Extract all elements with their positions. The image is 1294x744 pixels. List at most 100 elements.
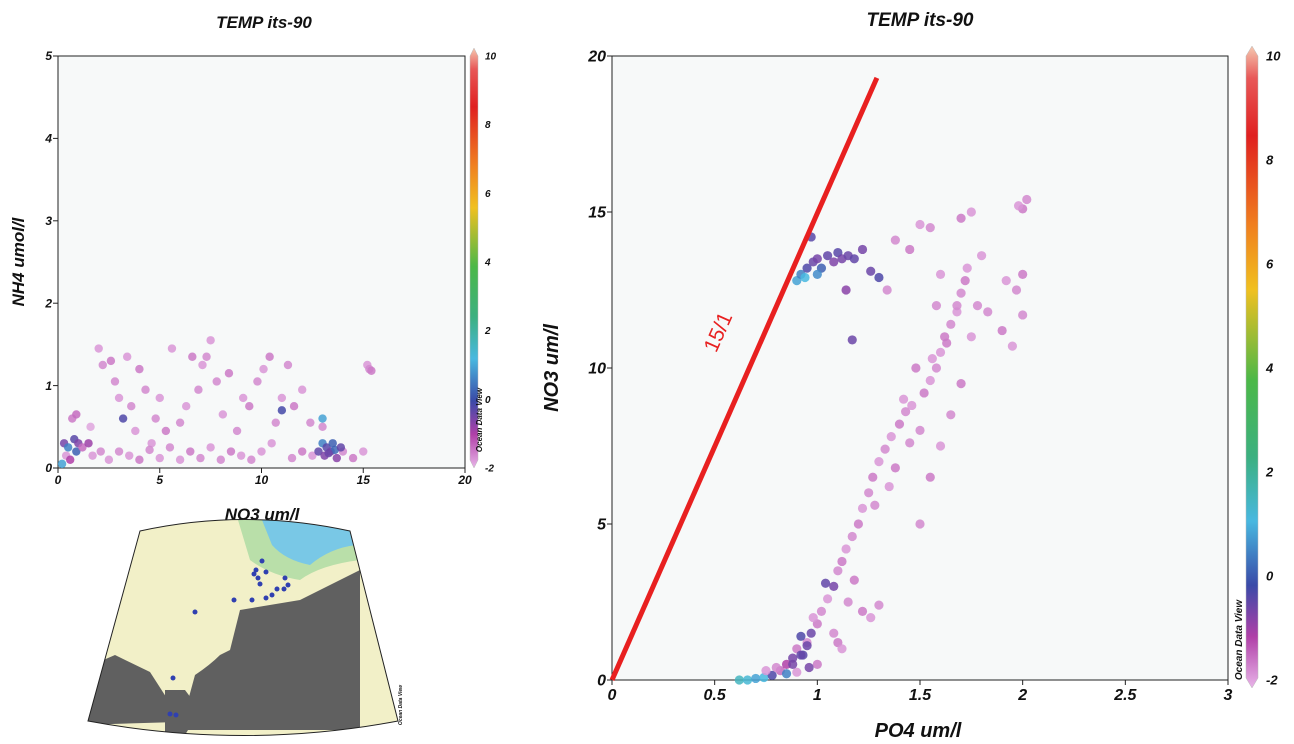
- station-marker: [231, 597, 237, 603]
- data-point: [808, 613, 818, 623]
- right-y-axis: 0 5 10 15 20: [587, 49, 612, 690]
- data-point: [110, 377, 120, 386]
- data-point: [78, 443, 87, 452]
- station-marker: [173, 712, 179, 718]
- x-tick-label: 1.5: [909, 687, 932, 704]
- data-point: [905, 244, 915, 255]
- data-point: [57, 459, 67, 469]
- data-point: [972, 301, 983, 311]
- data-point: [232, 426, 242, 436]
- data-point: [336, 443, 346, 452]
- data-point: [804, 662, 814, 673]
- x-tick-label: 0: [55, 473, 62, 487]
- x-tick-label: 20: [457, 473, 472, 487]
- data-point: [318, 414, 327, 423]
- data-point: [359, 447, 368, 456]
- data-point: [131, 426, 140, 436]
- data-point: [135, 455, 144, 464]
- data-point: [829, 628, 839, 638]
- data-point: [202, 352, 211, 361]
- y-tick-label: 0: [45, 461, 52, 475]
- data-point: [837, 556, 847, 567]
- colorbar-tick-label: 4: [1265, 361, 1274, 376]
- data-point: [857, 503, 868, 513]
- data-point: [155, 393, 164, 403]
- station-marker: [255, 575, 261, 581]
- data-point: [1007, 341, 1018, 351]
- data-point: [298, 385, 307, 394]
- data-point: [884, 481, 894, 492]
- data-point: [1018, 269, 1028, 279]
- data-point: [66, 455, 75, 464]
- data-point: [289, 402, 299, 411]
- map-land-south: [165, 690, 200, 735]
- station-marker: [249, 597, 255, 603]
- station-marker: [263, 595, 269, 601]
- data-point: [802, 263, 812, 273]
- colorbar-tick-label: 4: [484, 258, 491, 269]
- data-point: [165, 443, 175, 452]
- data-point: [734, 675, 744, 685]
- colorbar-tick-label: -2: [485, 464, 494, 475]
- data-point: [857, 244, 868, 255]
- data-point: [956, 379, 966, 389]
- data-point: [806, 628, 816, 638]
- data-point: [306, 418, 315, 427]
- y-tick-label: 15: [588, 205, 607, 222]
- data-point: [849, 254, 859, 264]
- data-point: [886, 432, 896, 442]
- data-point: [238, 393, 248, 403]
- data-point: [952, 301, 962, 311]
- data-point: [771, 662, 781, 673]
- colorbar-tick-label: 10: [1266, 49, 1281, 64]
- station-marker: [170, 675, 176, 681]
- data-point: [72, 447, 81, 456]
- data-point: [911, 363, 921, 373]
- data-point: [847, 531, 857, 542]
- data-point: [218, 410, 228, 419]
- data-point: [788, 659, 798, 670]
- station-marker: [269, 592, 275, 598]
- data-point: [212, 377, 221, 386]
- data-point: [960, 276, 970, 286]
- data-point: [942, 338, 952, 348]
- data-point: [931, 363, 942, 373]
- data-point: [86, 422, 95, 431]
- left-colorbar: [469, 47, 479, 469]
- data-point: [956, 288, 966, 298]
- y-tick-label: 20: [587, 49, 606, 66]
- data-point: [1018, 310, 1028, 320]
- data-point: [853, 519, 864, 529]
- data-point: [175, 418, 185, 427]
- right-scatter-plot: TEMP its-90 15/1 0 0.5 1 1.5 2 2.5 3 05101520 …: [541, 10, 1281, 742]
- data-point: [946, 319, 956, 329]
- data-point: [104, 455, 114, 464]
- data-point: [72, 410, 81, 419]
- data-point: [1013, 201, 1024, 211]
- data-point: [894, 419, 905, 429]
- data-point: [155, 453, 164, 463]
- data-point: [96, 447, 105, 456]
- data-point: [118, 414, 128, 423]
- right-y-axis-label: NO3 um/l: [541, 324, 563, 412]
- x-tick-label: 10: [255, 473, 269, 487]
- data-point: [935, 269, 946, 279]
- data-point: [874, 272, 884, 283]
- data-point: [874, 457, 884, 467]
- colorbar-tick-label: 8: [1266, 153, 1274, 168]
- y-tick-label: 1: [45, 379, 52, 393]
- map-land-southwest: [88, 655, 178, 725]
- data-point: [1022, 194, 1032, 205]
- data-point: [864, 488, 874, 498]
- x-tick-label: 15: [357, 473, 371, 487]
- data-point: [841, 285, 851, 295]
- data-point: [367, 366, 376, 375]
- y-tick-label: 5: [45, 49, 52, 63]
- left-plot-area: [57, 55, 466, 469]
- station-marker: [274, 586, 280, 592]
- data-point: [820, 578, 831, 588]
- data-point: [823, 251, 833, 261]
- station-marker: [192, 609, 198, 615]
- data-point: [925, 375, 935, 386]
